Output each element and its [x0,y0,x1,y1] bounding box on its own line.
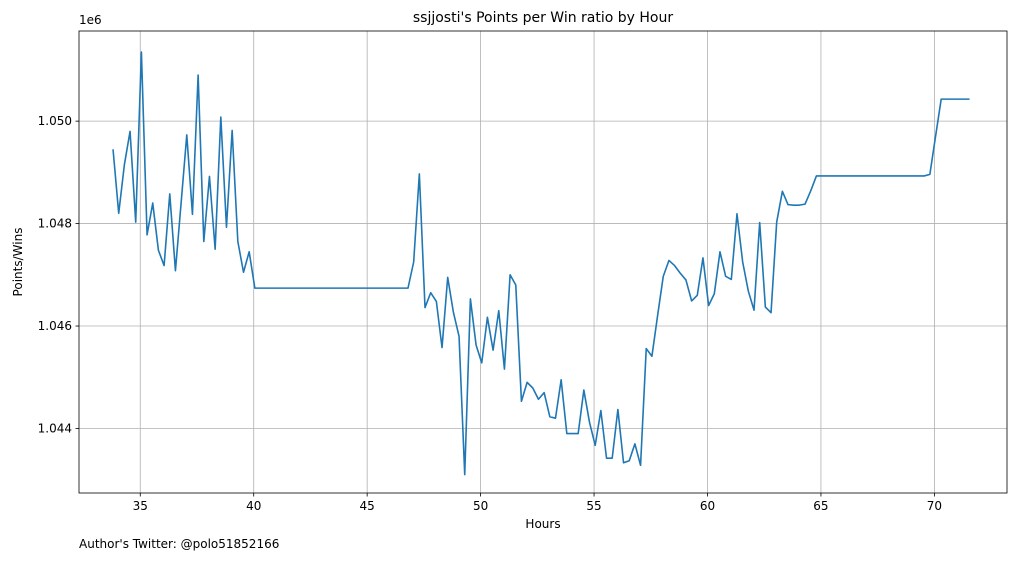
y-tick-label: 1.050 [38,114,72,128]
author-note: Author's Twitter: @polo51852166 [79,537,280,551]
x-tick-label: 35 [133,499,148,513]
y-tick-label: 1.046 [38,319,72,333]
x-tick-label: 55 [586,499,601,513]
x-tick-label: 45 [360,499,375,513]
y-offset-label: 1e6 [79,13,102,27]
series-layer [112,51,970,476]
y-axis-label: Points/Wins [11,228,25,297]
x-tick-label: 50 [473,499,488,513]
grid-lines [79,31,1007,493]
x-tick-label: 40 [246,499,261,513]
plot-frame [78,30,1008,494]
x-tick-label: 65 [813,499,828,513]
x-axis-label: Hours [525,517,560,531]
tick-layer: 35 40 45 50 55 60 65 70 1.044 1.046 1.048 1.050 [38,114,942,513]
y-tick-label: 1.048 [38,217,72,231]
series-line [112,51,970,476]
x-tick-label: 60 [700,499,715,513]
y-tick-label: 1.044 [38,421,72,435]
x-tick-label: 70 [927,499,942,513]
chart-title: ssjjosti's Points per Win ratio by Hour [413,10,673,26]
